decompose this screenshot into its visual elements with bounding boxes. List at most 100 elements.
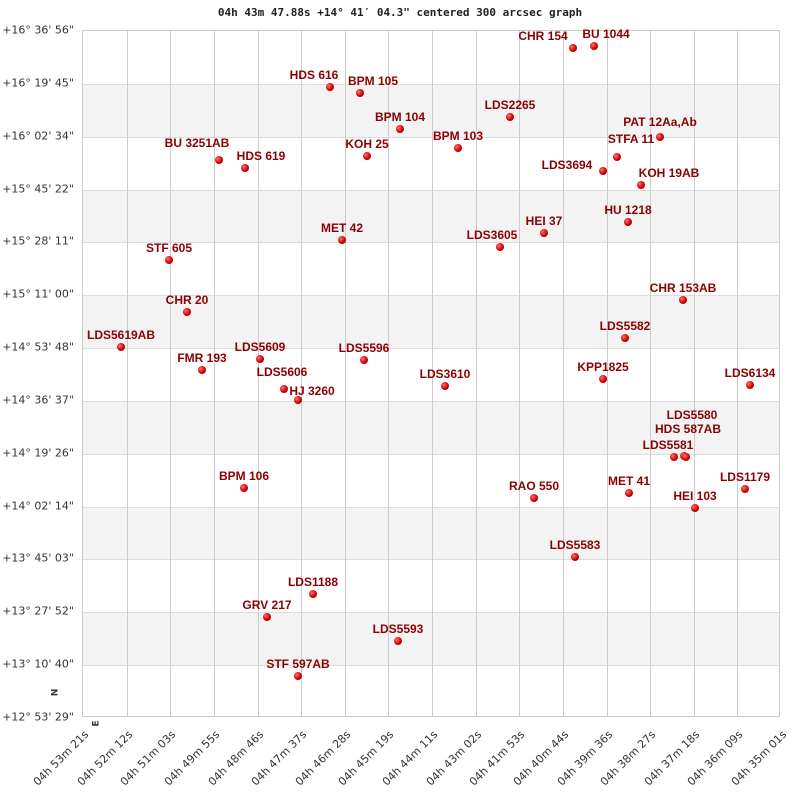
gridline-h bbox=[83, 665, 779, 667]
star-point[interactable] bbox=[356, 89, 364, 97]
star-label: LDS5593 bbox=[372, 622, 424, 636]
star-point[interactable] bbox=[326, 83, 334, 91]
star-point[interactable] bbox=[294, 396, 302, 404]
star-label: HU 1218 bbox=[604, 203, 652, 217]
star-point[interactable] bbox=[117, 343, 125, 351]
star-point[interactable] bbox=[394, 637, 402, 645]
gridline-v bbox=[257, 31, 259, 716]
star-point[interactable] bbox=[263, 613, 271, 621]
y-tick-label: +16° 19' 45" bbox=[2, 76, 74, 90]
star-point[interactable] bbox=[637, 181, 645, 189]
gridline-v bbox=[475, 31, 477, 716]
gridline-v bbox=[344, 31, 346, 716]
star-label: LDS1179 bbox=[719, 470, 771, 484]
y-tick-label: +14° 36' 37" bbox=[2, 393, 74, 407]
star-point[interactable] bbox=[215, 156, 223, 164]
star-point[interactable] bbox=[441, 382, 449, 390]
star-point[interactable] bbox=[613, 153, 621, 161]
chart-title: 04h 43m 47.88s +14° 41′ 04.3" centered 3… bbox=[217, 6, 583, 19]
gridline-v bbox=[606, 31, 608, 716]
star-point[interactable] bbox=[691, 504, 699, 512]
grid-band bbox=[83, 189, 779, 243]
star-point[interactable] bbox=[682, 453, 690, 461]
y-tick-label: +13° 27' 52" bbox=[2, 604, 74, 618]
star-label: KOH 25 bbox=[345, 137, 389, 151]
star-label: LDS5580 bbox=[666, 408, 718, 422]
grid-band bbox=[83, 83, 779, 137]
y-tick-label: +16° 02' 34" bbox=[2, 129, 74, 143]
star-point[interactable] bbox=[240, 484, 248, 492]
star-point[interactable] bbox=[746, 381, 754, 389]
gridline-v bbox=[432, 31, 433, 716]
star-point[interactable] bbox=[506, 113, 514, 121]
star-label: HDS 619 bbox=[236, 149, 286, 163]
star-point[interactable] bbox=[360, 356, 368, 364]
gridline-h bbox=[83, 612, 779, 614]
star-point[interactable] bbox=[624, 218, 632, 226]
star-label: LDS5606 bbox=[256, 365, 308, 379]
star-point[interactable] bbox=[256, 355, 264, 363]
star-label: PAT 12Aa,Ab bbox=[623, 115, 697, 129]
gridline-v bbox=[693, 31, 695, 716]
star-point[interactable] bbox=[625, 489, 633, 497]
y-tick-label: +13° 45' 03" bbox=[2, 551, 74, 565]
star-label: LDS5582 bbox=[599, 319, 651, 333]
star-point[interactable] bbox=[530, 494, 538, 502]
star-label: BPM 103 bbox=[432, 129, 484, 143]
star-point[interactable] bbox=[309, 590, 317, 598]
star-label: CHR 153AB bbox=[649, 281, 717, 295]
grid-band bbox=[83, 400, 779, 454]
gridline-h bbox=[83, 348, 779, 350]
star-label: STF 605 bbox=[145, 241, 193, 255]
star-point[interactable] bbox=[183, 308, 191, 316]
star-label: LDS6134 bbox=[724, 366, 776, 380]
star-point[interactable] bbox=[198, 366, 206, 374]
gridline-v bbox=[301, 31, 303, 716]
star-label: HDS 616 bbox=[289, 68, 339, 82]
star-point[interactable] bbox=[294, 672, 302, 680]
y-tick-label: +13° 10' 40" bbox=[2, 657, 74, 671]
star-point[interactable] bbox=[454, 144, 462, 152]
star-point[interactable] bbox=[670, 453, 678, 461]
y-tick-label: +15° 11' 00" bbox=[2, 287, 74, 301]
star-label: HDS 587AB bbox=[654, 422, 722, 436]
star-point[interactable] bbox=[338, 236, 346, 244]
star-label: STF 597AB bbox=[266, 657, 330, 671]
star-label: STFA 11 bbox=[607, 132, 655, 146]
star-point[interactable] bbox=[571, 553, 579, 561]
star-label: KOH 19AB bbox=[638, 166, 700, 180]
gridline-v bbox=[126, 31, 128, 716]
north-marker: N bbox=[50, 688, 61, 697]
gridline-h bbox=[83, 83, 779, 85]
star-point[interactable] bbox=[496, 243, 504, 251]
star-point[interactable] bbox=[621, 334, 629, 342]
gridline-h bbox=[83, 295, 779, 297]
star-point[interactable] bbox=[599, 375, 607, 383]
star-point[interactable] bbox=[599, 167, 607, 175]
gridline-h bbox=[83, 559, 779, 561]
star-label: BPM 106 bbox=[218, 469, 270, 483]
east-marker: E bbox=[91, 720, 102, 727]
star-point[interactable] bbox=[679, 296, 687, 304]
star-point[interactable] bbox=[165, 256, 173, 264]
star-point[interactable] bbox=[396, 125, 404, 133]
gridline-h bbox=[83, 242, 779, 244]
grid-band bbox=[83, 506, 779, 560]
star-point[interactable] bbox=[569, 44, 577, 52]
star-point[interactable] bbox=[741, 485, 749, 493]
gridline-v bbox=[737, 31, 739, 716]
gridline-h bbox=[83, 506, 779, 508]
star-point[interactable] bbox=[241, 164, 249, 172]
gridline-h bbox=[83, 136, 779, 138]
star-label: BU 1044 bbox=[582, 27, 630, 41]
star-point[interactable] bbox=[280, 385, 288, 393]
star-point[interactable] bbox=[363, 152, 371, 160]
star-point[interactable] bbox=[590, 42, 598, 50]
star-label: LDS5596 bbox=[338, 341, 390, 355]
gridline-v bbox=[519, 31, 521, 716]
gridline-v bbox=[388, 31, 390, 716]
star-label: CHR 154 bbox=[518, 29, 568, 43]
y-tick-label: +14° 53' 48" bbox=[2, 340, 74, 354]
star-point[interactable] bbox=[540, 229, 548, 237]
star-point[interactable] bbox=[656, 133, 664, 141]
